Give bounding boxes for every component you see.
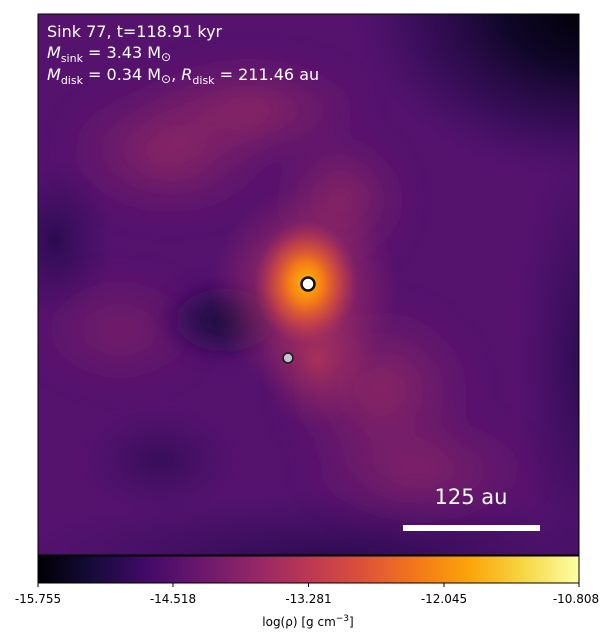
colorbar-label: log(ρ) [g cm−3]	[262, 614, 353, 629]
plot-frame	[37, 13, 580, 556]
colorbar	[37, 555, 580, 584]
annotation-title: Sink 77, t=118.91 kyr	[47, 22, 223, 41]
scale-bar	[403, 525, 540, 531]
annotation-disk-params: Mdisk = 0.34 M⊙, Rdisk = 211.46 au	[47, 65, 319, 87]
density-map	[38, 14, 579, 555]
colorbar-tick-label: -15.755	[15, 592, 61, 606]
annotation-sink-mass: Msink = 3.43 M⊙	[47, 43, 171, 65]
primary-sink	[300, 276, 316, 292]
colorbar-tick-label: -14.518	[150, 592, 196, 606]
secondary-sink	[282, 352, 294, 364]
scale-bar-label: 125 au	[435, 485, 508, 509]
colorbar-tick-label: -10.808	[553, 592, 599, 606]
colorbar-ticks	[37, 583, 580, 587]
colorbar-tick-label: -13.281	[285, 592, 331, 606]
colorbar-tick-label: -12.045	[421, 592, 467, 606]
